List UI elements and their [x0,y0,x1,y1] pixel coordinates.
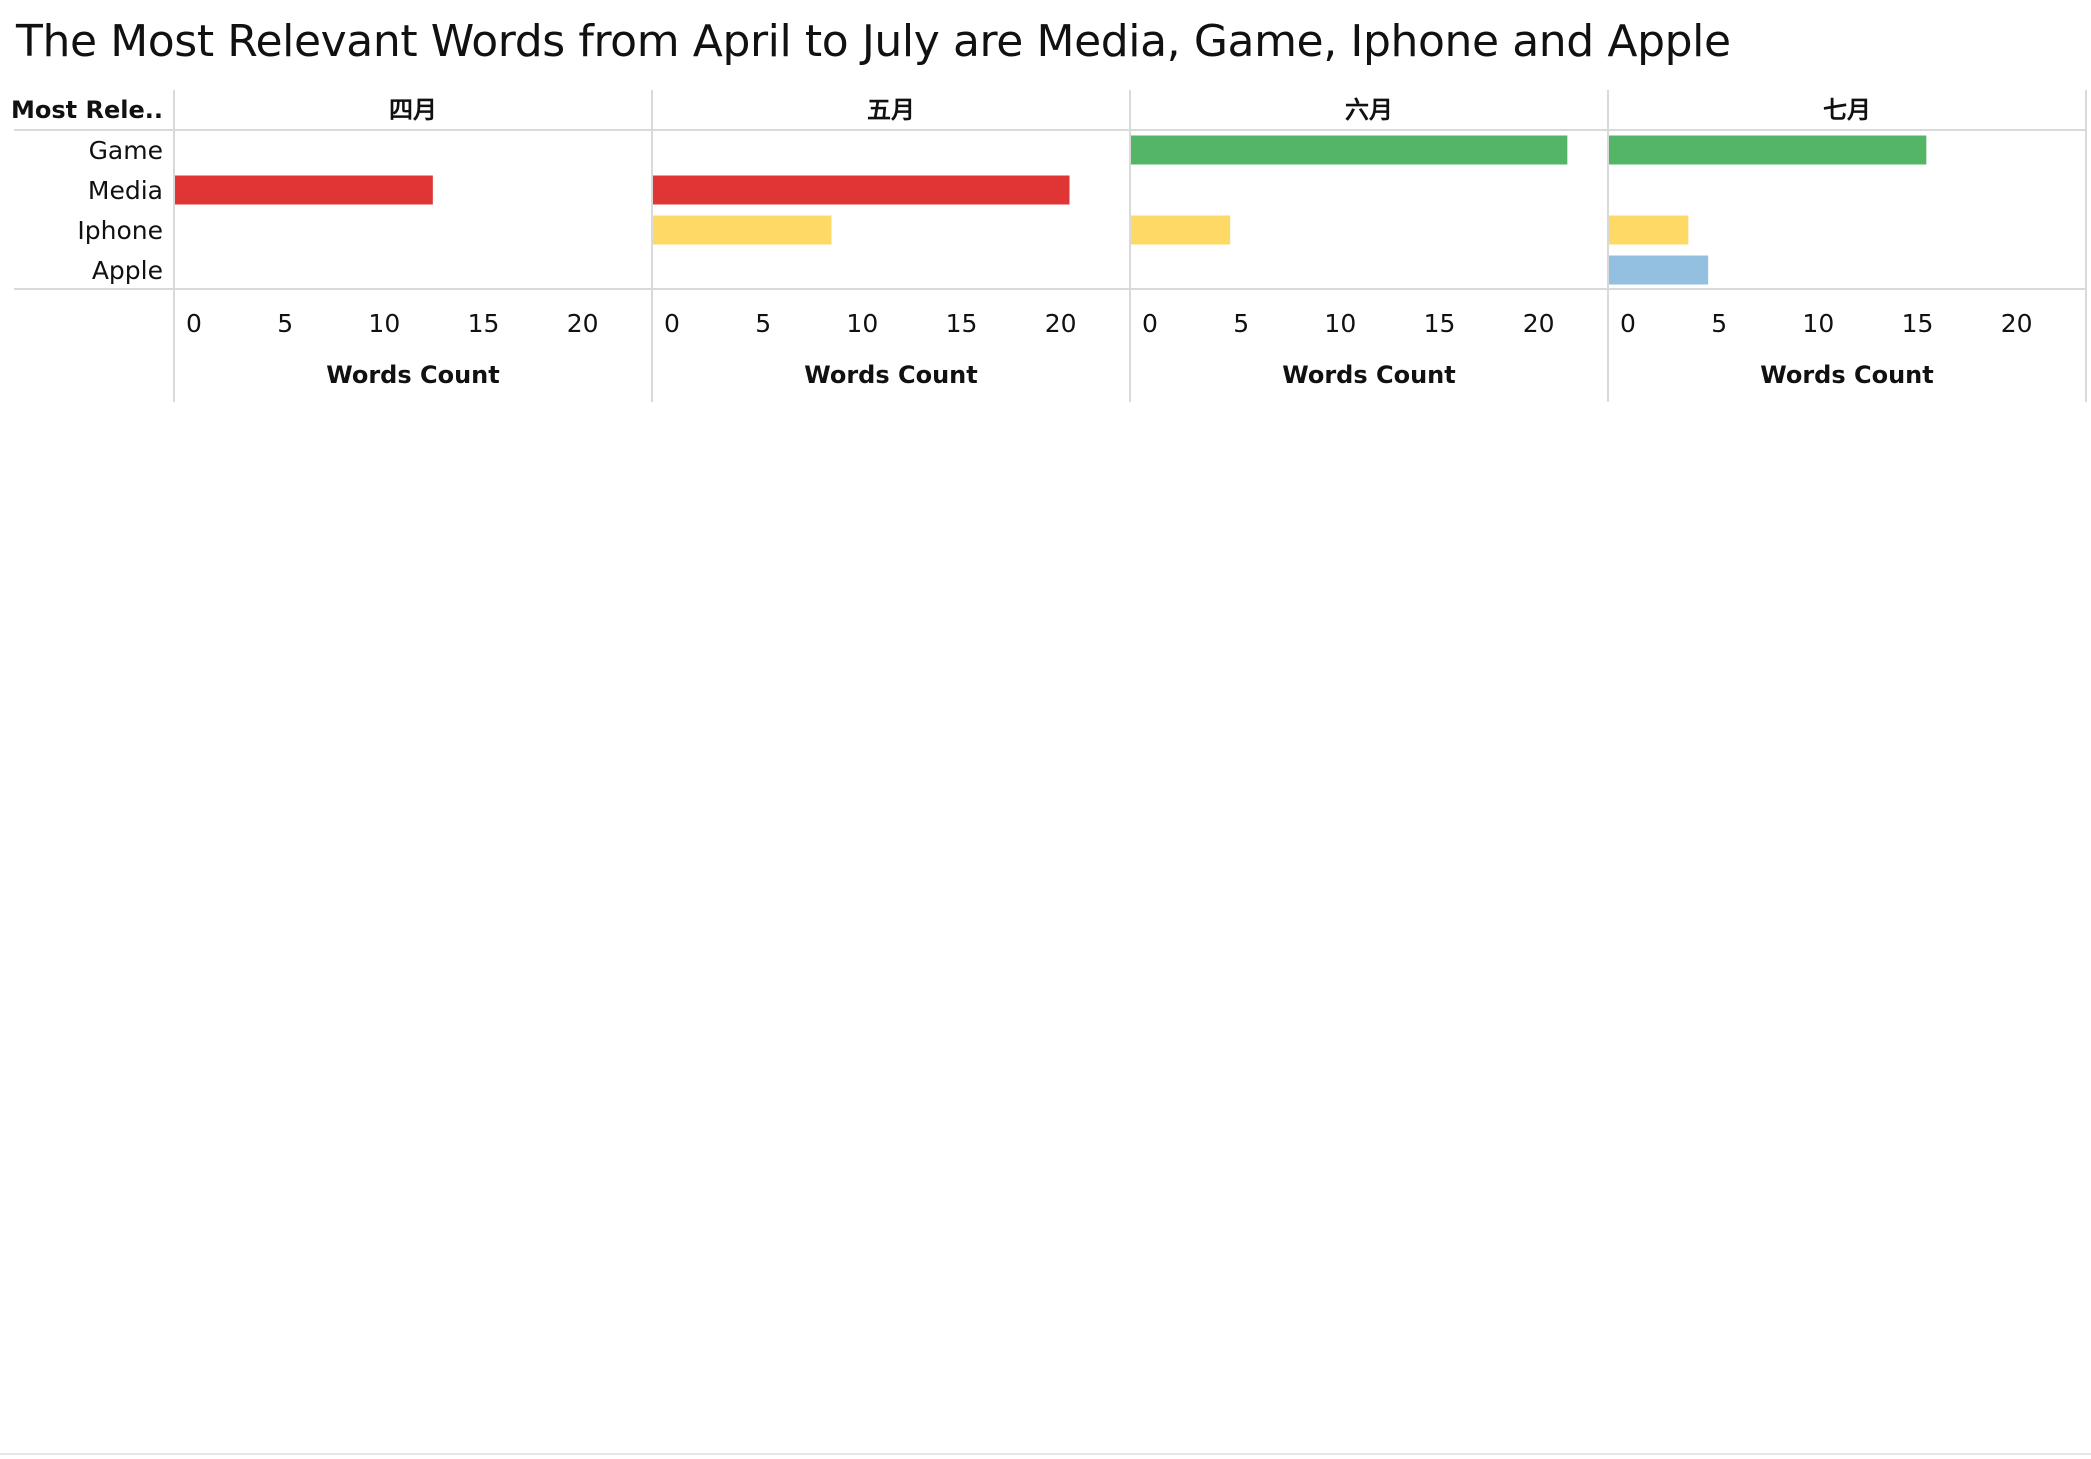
x-tick-label: 20 [567,309,599,338]
x-tick-label: 20 [2001,309,2033,338]
x-tick-label: 5 [1711,309,1727,338]
x-tick-label: 10 [1324,309,1356,338]
x-tick-label: 20 [1045,309,1077,338]
x-tick-label: 15 [1424,309,1456,338]
x-axis-title: Words Count [326,361,500,389]
bar-iphone-panel-4 [1609,215,1689,245]
category-label-iphone: Iphone [77,216,163,245]
x-tick-label: 10 [846,309,878,338]
bar-media-panel-1 [175,175,433,205]
panel-header-3: 六月 [1345,96,1393,124]
x-tick-label: 15 [946,309,978,338]
x-axis-title: Words Count [1760,361,1934,389]
bar-game-panel-4 [1609,135,1927,165]
bar-iphone-panel-3 [1131,215,1231,245]
panel-header-2: 五月 [867,96,915,124]
x-tick-label: 0 [186,309,202,338]
x-tick-label: 20 [1523,309,1555,338]
x-tick-label: 10 [1802,309,1834,338]
panel-header-1: 四月 [389,96,437,124]
bar-media-panel-2 [653,175,1070,205]
chart-title: The Most Relevant Words from April to Ju… [16,16,1731,67]
bar-game-panel-3 [1131,135,1568,165]
category-label-apple: Apple [92,256,163,285]
bottom-divider [0,1453,2091,1455]
category-label-media: Media [88,176,163,205]
x-tick-label: 5 [755,309,771,338]
x-tick-label: 10 [368,309,400,338]
bar-apple-panel-4 [1609,255,1709,285]
x-tick-label: 15 [1902,309,1934,338]
x-tick-label: 0 [1620,309,1636,338]
x-axis-title: Words Count [804,361,978,389]
x-tick-label: 0 [1142,309,1158,338]
x-tick-label: 5 [1233,309,1249,338]
x-tick-label: 0 [664,309,680,338]
x-axis-title: Words Count [1282,361,1456,389]
x-tick-label: 5 [277,309,293,338]
bar-iphone-panel-2 [653,215,832,245]
category-label-game: Game [89,136,163,165]
x-tick-label: 15 [468,309,500,338]
row-header-label: Most Rele.. [11,96,163,124]
panel-header-4: 七月 [1823,96,1871,124]
